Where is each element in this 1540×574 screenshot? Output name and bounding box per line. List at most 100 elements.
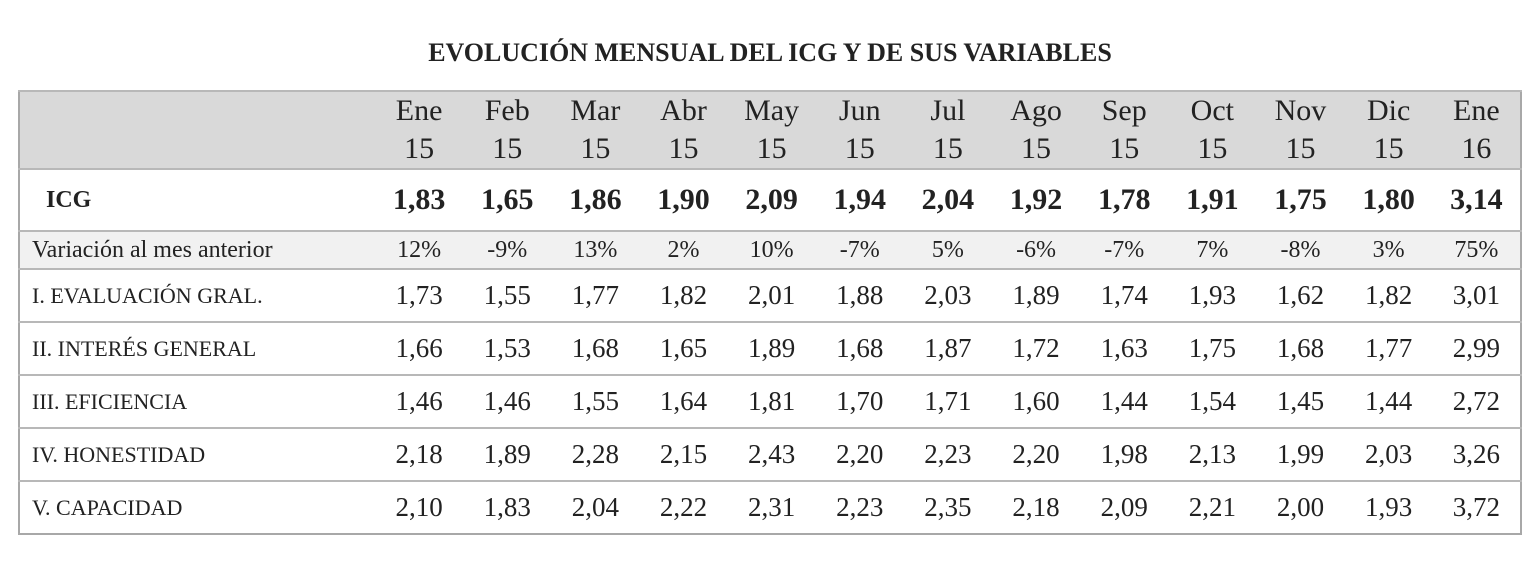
value-cell: 1,53 (463, 321, 552, 375)
value-cell: 12% (375, 230, 464, 269)
header-line: Mar (570, 94, 621, 127)
header-line: 15 (1285, 132, 1316, 165)
value-cell: 1,66 (375, 321, 464, 375)
value-cell: 2,09 (727, 168, 816, 231)
value-cell: 2,31 (727, 480, 816, 534)
value-cell: 1,94 (815, 168, 904, 231)
value-cell: 1,87 (903, 321, 992, 375)
header-cell: Jun 15 (815, 90, 904, 169)
table-row: I. EVALUACIÓN GRAL. 1,73 1,55 1,77 1,82 2,01 1… (19, 268, 1521, 322)
value-cell: 2,00 (1256, 480, 1345, 534)
value-cell: 75% (1432, 230, 1521, 269)
value-cell: 1,83 (463, 480, 552, 534)
value-cell: 2,03 (1344, 427, 1433, 481)
value-cell: 1,86 (551, 168, 640, 231)
value-cell: 2,10 (375, 480, 464, 534)
row-label: I. EVALUACIÓN GRAL. (19, 268, 375, 322)
value-cell: 1,45 (1256, 374, 1345, 428)
value-cell: 1,77 (551, 268, 640, 322)
value-cell: 1,75 (1256, 168, 1345, 231)
header-line: 15 (1373, 132, 1404, 165)
value-cell: 1,68 (551, 321, 640, 375)
value-cell: 1,65 (463, 168, 552, 231)
value-cell: 1,54 (1168, 374, 1257, 428)
header-cell: May 15 (727, 90, 816, 169)
value-cell: 1,70 (815, 374, 904, 428)
table-row: ICG 1,83 1,65 1,86 1,90 2,09 1,94 2,04 1,92 1,78 1… (19, 168, 1521, 231)
value-cell: -7% (815, 230, 904, 269)
value-cell: 1,89 (727, 321, 816, 375)
value-cell: 3,01 (1432, 268, 1521, 322)
header-line: Jul (930, 94, 966, 127)
value-cell: 3,72 (1432, 480, 1521, 534)
value-cell: -7% (1080, 230, 1169, 269)
row-label: Variación al mes anterior (19, 230, 375, 269)
value-cell: 1,46 (463, 374, 552, 428)
table-row: III. EFICIENCIA 1,46 1,46 1,55 1,64 1,81 1,70 1… (19, 374, 1521, 428)
value-cell: 1,89 (463, 427, 552, 481)
value-cell: 1,74 (1080, 268, 1169, 322)
value-cell: 2,03 (903, 268, 992, 322)
header-line: Ene (395, 94, 443, 127)
value-cell: 1,60 (991, 374, 1081, 428)
value-cell: 1,44 (1344, 374, 1433, 428)
value-cell: 1,64 (639, 374, 728, 428)
value-cell: 2,43 (727, 427, 816, 481)
table-row: IV. HONESTIDAD 2,18 1,89 2,28 2,15 2,43 2,20 2,… (19, 427, 1521, 481)
value-cell: 10% (727, 230, 816, 269)
value-cell: 1,63 (1080, 321, 1169, 375)
value-cell: 1,65 (639, 321, 728, 375)
value-cell: 2,04 (903, 168, 992, 231)
header-cell: Ago 15 (991, 90, 1081, 169)
header-line: 15 (492, 132, 523, 165)
header-line: Jun (838, 94, 881, 127)
value-cell: 1,93 (1168, 268, 1257, 322)
value-cell: 2,18 (375, 427, 464, 481)
header-cell: Ene 16 (1432, 90, 1521, 169)
header-line: Oct (1190, 94, 1234, 127)
value-cell: 2,20 (991, 427, 1081, 481)
value-cell: 2,28 (551, 427, 640, 481)
value-cell: 13% (551, 230, 640, 269)
header-line: Dic (1366, 94, 1411, 127)
header-line: 15 (404, 132, 435, 165)
value-cell: 1,73 (375, 268, 464, 322)
value-cell: 1,81 (727, 374, 816, 428)
value-cell: 2,99 (1432, 321, 1521, 375)
value-cell: 1,75 (1168, 321, 1257, 375)
header-line: Feb (484, 94, 530, 127)
value-cell: -8% (1256, 230, 1345, 269)
value-cell: 1,55 (463, 268, 552, 322)
header-line: Ago (1010, 94, 1062, 127)
row-label: II. INTERÉS GENERAL (19, 321, 375, 375)
value-cell: 2,15 (639, 427, 728, 481)
value-cell: 1,98 (1080, 427, 1169, 481)
header-line: 16 (1461, 132, 1492, 165)
value-cell: 1,91 (1168, 168, 1257, 231)
value-cell: 1,80 (1344, 168, 1433, 231)
row-label: III. EFICIENCIA (19, 374, 375, 428)
header-cell: Ene 15 (375, 90, 464, 169)
header-cell: Oct 15 (1168, 90, 1257, 169)
value-cell: 3,14 (1432, 168, 1521, 231)
value-cell: 2,18 (991, 480, 1081, 534)
value-cell: 1,68 (1256, 321, 1345, 375)
value-cell: 1,90 (639, 168, 728, 231)
value-cell: 1,89 (991, 268, 1081, 322)
value-cell: 1,82 (1344, 268, 1433, 322)
value-cell: 2,23 (903, 427, 992, 481)
row-label: IV. HONESTIDAD (19, 427, 375, 481)
value-cell: 1,77 (1344, 321, 1433, 375)
value-cell: 2,04 (551, 480, 640, 534)
header-line: Nov (1274, 94, 1327, 127)
value-cell: 2,01 (727, 268, 816, 322)
header-line: 15 (580, 132, 611, 165)
header-cell: Nov 15 (1256, 90, 1345, 169)
table-row: V. CAPACIDAD 2,10 1,83 2,04 2,22 2,31 2,23 2,35… (19, 480, 1521, 534)
value-cell: 2,20 (815, 427, 904, 481)
value-cell: 2,23 (815, 480, 904, 534)
header-line: 15 (756, 132, 787, 165)
header-cell: Abr 15 (639, 90, 728, 169)
value-cell: 1,68 (815, 321, 904, 375)
